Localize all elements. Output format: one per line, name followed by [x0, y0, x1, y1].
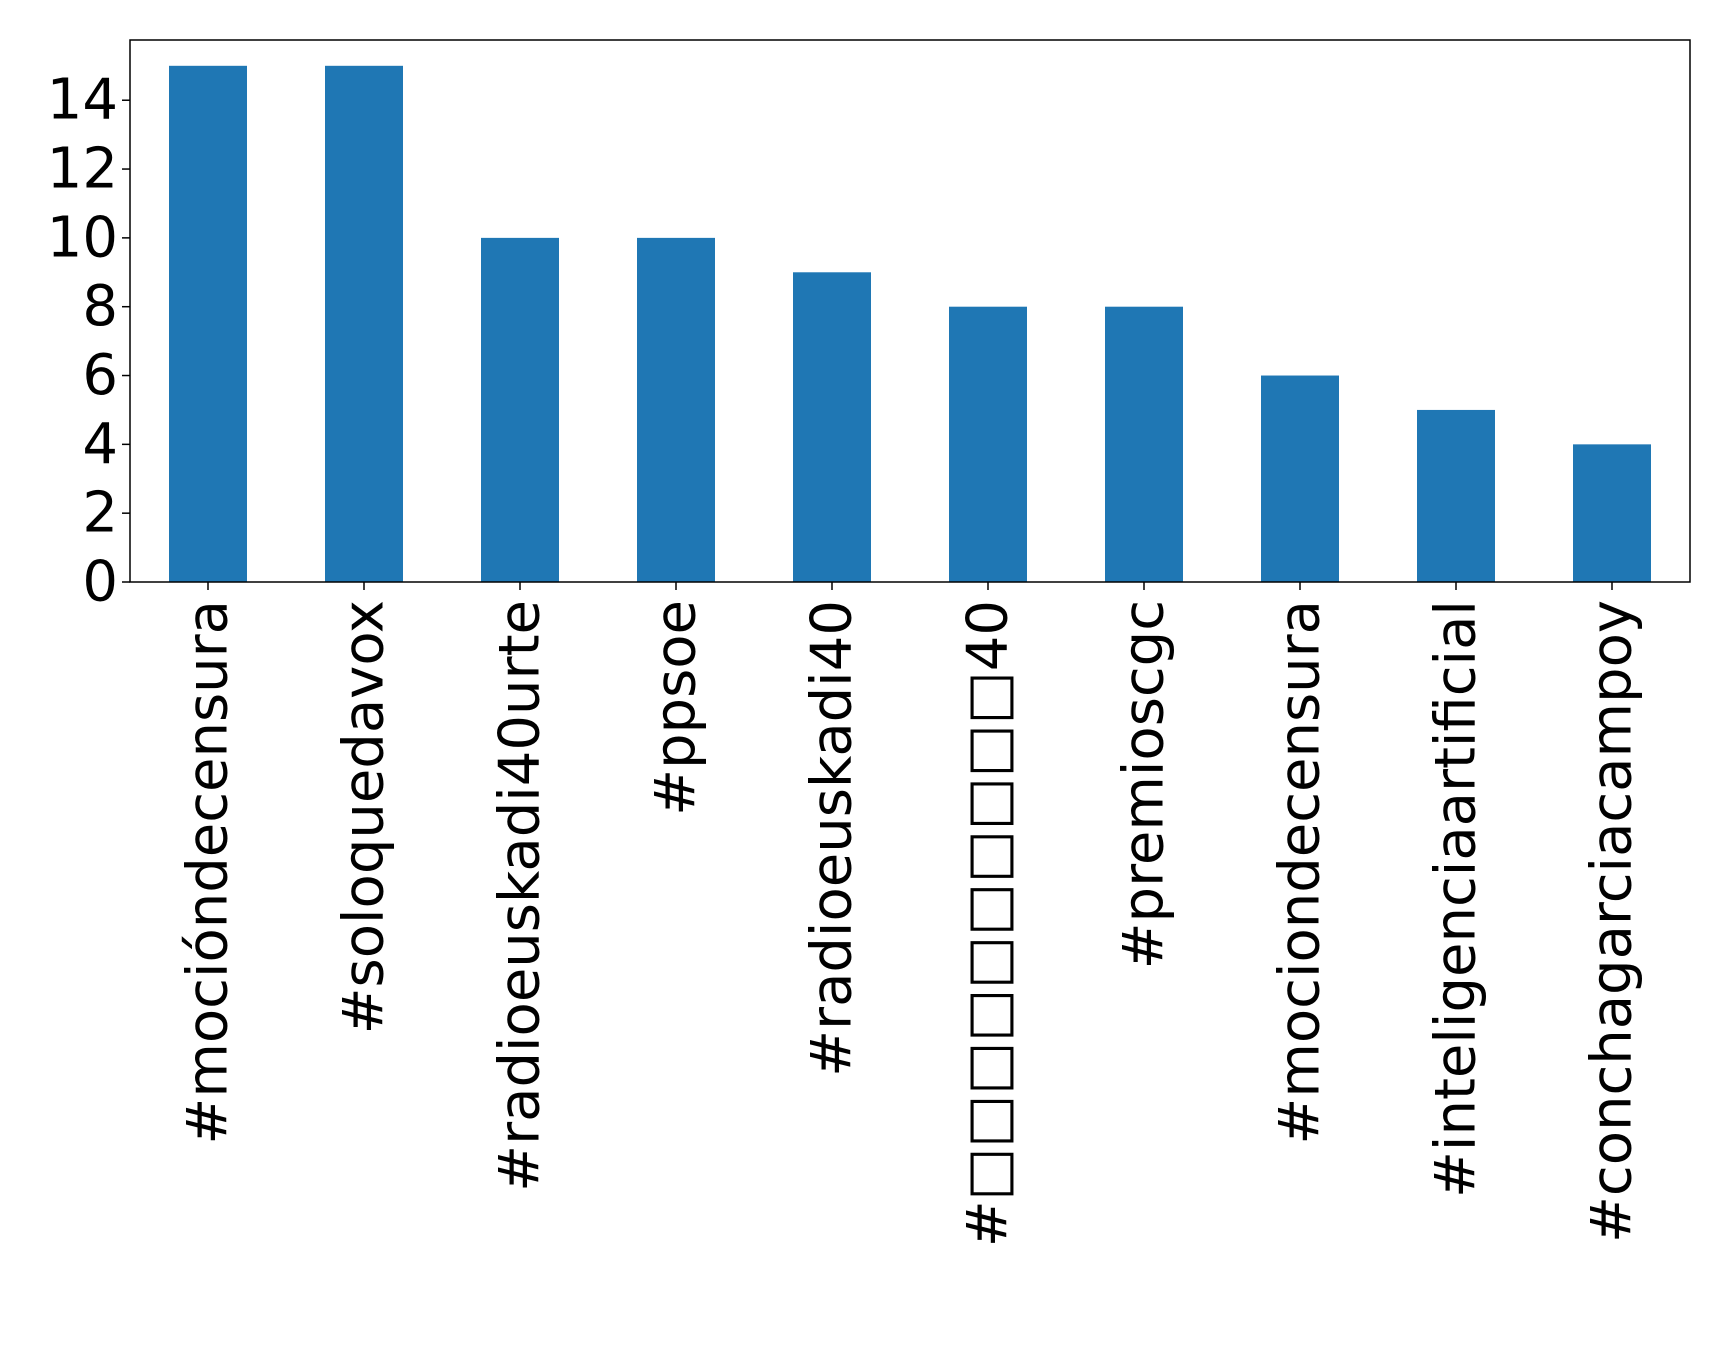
x-tick-label: #premioscgc: [1112, 600, 1177, 969]
bar: [325, 65, 403, 583]
y-tick-label: 14: [47, 68, 118, 133]
bar: [793, 272, 871, 582]
x-tick-label: #soloquedavox: [332, 600, 397, 1034]
x-tick-label: #□□□□□□□□□□40: [956, 600, 1021, 1247]
x-tick-label: #inteligenciaartificial: [1424, 600, 1489, 1198]
bar: [949, 306, 1027, 582]
bars-group: [169, 65, 1651, 583]
plot-frame: [129, 39, 1691, 583]
x-tick-label: #conchagarciacampoy: [1580, 600, 1645, 1243]
y-tick-label: 6: [82, 343, 118, 408]
bar: [169, 65, 247, 583]
x-tick-label: #mocióndecensura: [176, 600, 241, 1145]
bar: [637, 237, 715, 582]
x-tick-label: #radioeuskadi40: [800, 600, 865, 1077]
bar: [1105, 306, 1183, 582]
x-tick-label: #ppsoe: [644, 600, 709, 816]
y-tick-label: 10: [47, 205, 118, 270]
y-tick-label: 2: [82, 481, 118, 546]
bar: [1573, 444, 1651, 582]
x-tick-label: #radioeuskadi40urte: [488, 600, 553, 1192]
y-tick-label: 12: [47, 137, 118, 202]
bar: [1261, 375, 1339, 582]
bar: [481, 237, 559, 582]
y-tick-label: 4: [82, 412, 118, 477]
bar: [1417, 409, 1495, 582]
x-axis: #mocióndecensura #soloquedavox #radioeuska…: [176, 582, 1645, 1247]
y-tick-label: 8: [82, 274, 118, 339]
y-tick-label: 0: [82, 550, 118, 615]
x-tick-label: #mociondecensura: [1268, 600, 1333, 1145]
